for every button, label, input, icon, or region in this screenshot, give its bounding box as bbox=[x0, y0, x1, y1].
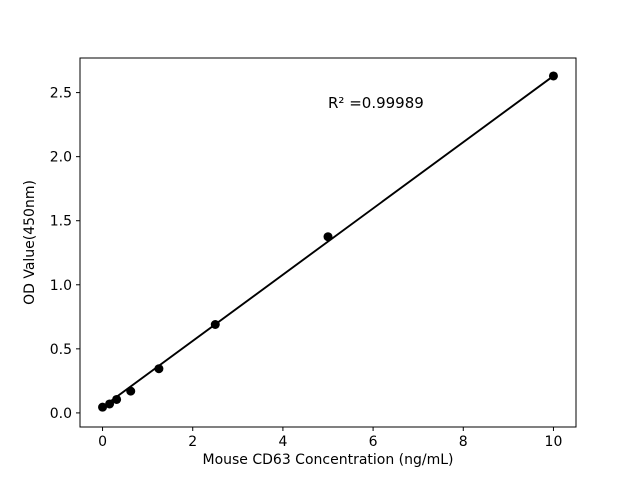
y-tick-label: 2.5 bbox=[50, 86, 72, 102]
data-point bbox=[210, 320, 220, 329]
fit-line bbox=[101, 74, 555, 409]
y-tick-label: 1.0 bbox=[50, 278, 72, 294]
x-tick-label: 6 bbox=[369, 434, 378, 450]
data-point bbox=[323, 232, 333, 242]
data-point bbox=[548, 71, 558, 81]
x-axis-label: Mouse CD63 Concentration (ng/mL) bbox=[202, 452, 453, 468]
data-point bbox=[105, 399, 115, 409]
x-tick-label: 8 bbox=[459, 434, 468, 450]
data-point bbox=[98, 402, 108, 412]
data-point bbox=[112, 394, 122, 404]
data-point bbox=[154, 364, 164, 374]
r-squared-annotation: R² =0.99989 bbox=[328, 94, 424, 112]
data-point bbox=[126, 386, 136, 396]
axes-frame bbox=[79, 57, 577, 428]
x-tick-label: 2 bbox=[188, 434, 197, 450]
x-tick-label: 0 bbox=[98, 434, 107, 450]
y-tick-label: 2.0 bbox=[50, 150, 72, 166]
x-tick-label: 4 bbox=[278, 434, 287, 450]
x-tick-label: 10 bbox=[545, 434, 563, 450]
y-tick-label: 0.5 bbox=[50, 342, 72, 358]
y-tick-label: 1.5 bbox=[50, 214, 72, 230]
y-tick-label: 0.0 bbox=[50, 406, 72, 422]
y-axis-label: OD Value(450nm) bbox=[22, 180, 38, 305]
